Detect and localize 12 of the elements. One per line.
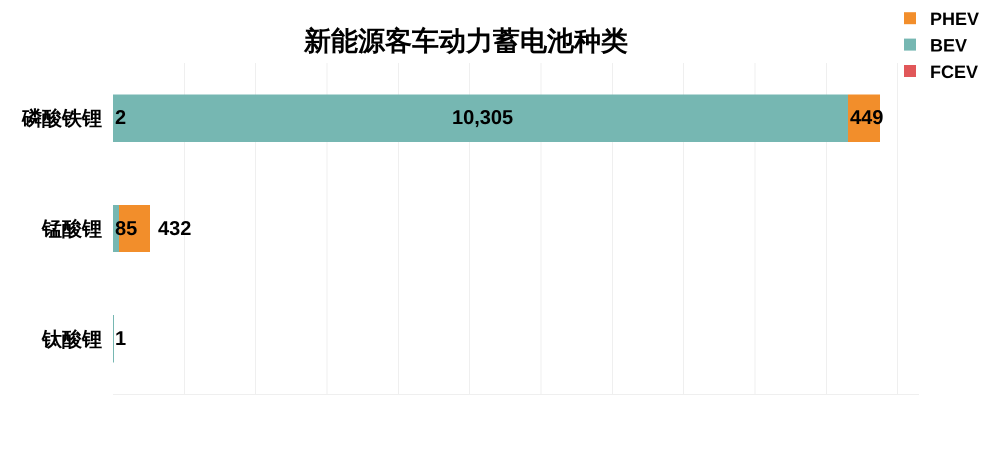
y-tick-label: 磷酸铁锂 — [21, 108, 102, 130]
data-label: 2 — [115, 107, 126, 129]
data-label: 10,305 — [452, 107, 514, 129]
legend-label: PHEV — [930, 9, 980, 30]
chart-title: 新能源客车动力蓄电池种类 — [303, 26, 628, 56]
legend-label: BEV — [930, 36, 968, 56]
legend-label: FCEV — [930, 62, 978, 82]
data-label: 1 — [115, 328, 126, 350]
y-tick-label: 钛酸锂 — [41, 328, 102, 351]
data-label: 432 — [158, 218, 192, 240]
bar — [113, 94, 848, 142]
y-tick-label: 锰酸锂 — [41, 218, 102, 240]
